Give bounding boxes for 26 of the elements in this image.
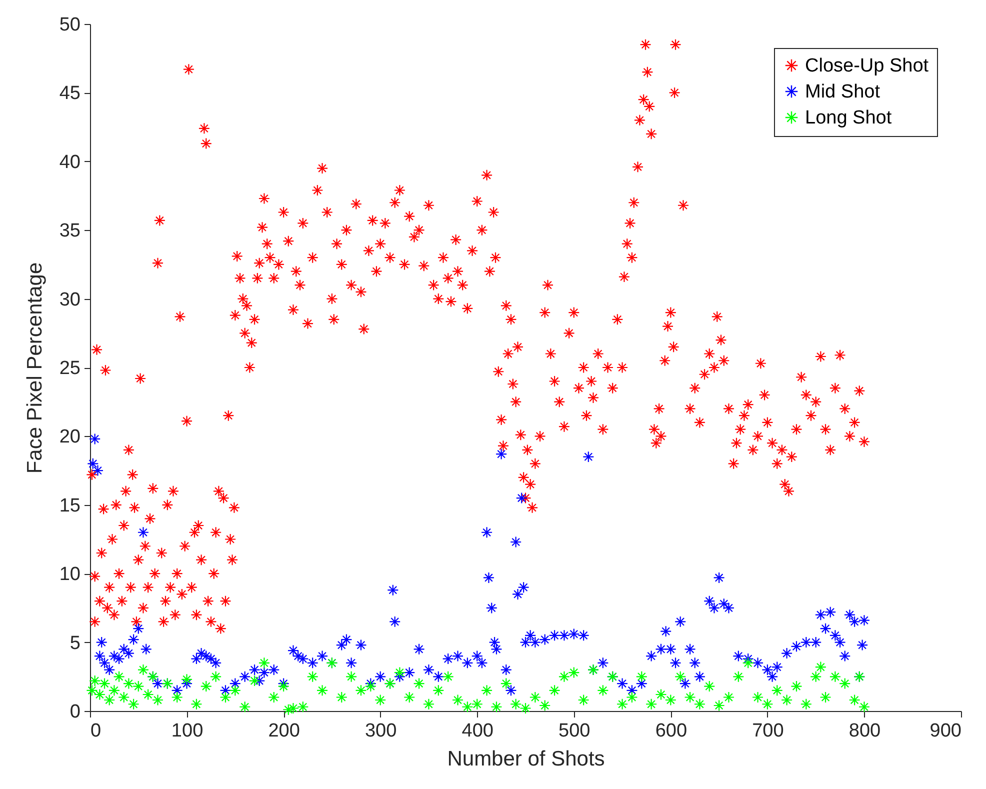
y-tick-label: 0 [70, 702, 80, 722]
y-tick-label: 45 [59, 83, 80, 104]
x-tick-label: 100 [171, 720, 204, 742]
y-tick-label: 5 [70, 632, 80, 654]
x-tick-label: 500 [558, 720, 590, 742]
y-tick-label: 10 [59, 564, 80, 586]
y-tick-label: 50 [59, 14, 80, 36]
y-axis-title: Face Pixel Percentage [23, 262, 46, 474]
x-tick-label: 600 [655, 720, 688, 742]
y-tick-label: 30 [59, 289, 80, 310]
legend-label: Close-Up Shot [805, 56, 930, 76]
legend-label: Long Shot [805, 108, 892, 128]
x-tick-label: 900 [930, 720, 962, 742]
x-tick-label: 0 [90, 720, 102, 742]
x-tick-label: 300 [364, 720, 397, 742]
y-tick-label: 20 [59, 426, 80, 448]
legend-label: Mid Shot [805, 82, 881, 102]
y-tick-label: 35 [59, 220, 80, 242]
x-tick-label: 400 [462, 720, 494, 742]
y-tick-label: 25 [59, 358, 80, 379]
y-tick-label: 15 [59, 495, 80, 516]
y-tick-label: 40 [59, 152, 80, 173]
x-axis-title: Number of Shots [447, 748, 605, 770]
x-tick-label: 200 [268, 720, 300, 742]
x-tick-label: 800 [848, 720, 881, 742]
x-tick-label: 700 [752, 720, 784, 742]
